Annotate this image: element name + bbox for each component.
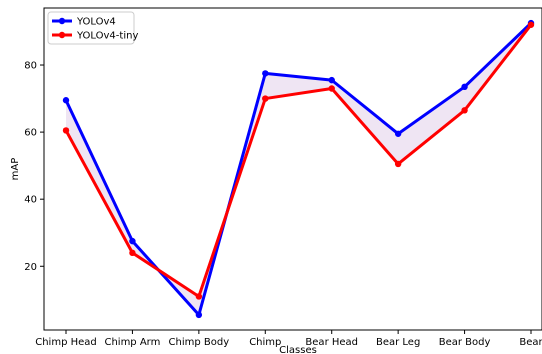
data-point [328,76,335,84]
data-point [328,85,335,92]
legend-swatch-marker [58,17,66,25]
x-tick-label: Bear [519,337,542,348]
series-1 [62,21,535,300]
fill-between-area [66,23,531,315]
y-axis-label: mAP [10,158,21,181]
fill-between-layer [66,23,531,315]
x-tick-label: Bear Leg [376,337,420,348]
x-axis: Chimp Head Chimp Arm Chimp Body Chimp Bear H… [35,330,542,348]
x-tick-label: Bear Body [439,337,491,348]
data-point [394,160,402,168]
y-tick-label: 40 [24,195,37,206]
data-point [62,97,70,104]
x-tick-label: Chimp Body [169,337,230,348]
data-point [195,293,203,300]
y-axis: 20 40 60 80 [24,61,44,273]
data-point [461,107,468,114]
data-point [461,83,468,91]
series-0 [62,19,535,319]
x-tick-label: Chimp Head [35,337,97,348]
y-tick-label: 60 [24,128,37,139]
legend-label: YOLOv4-tiny [76,31,138,42]
series-line [64,22,533,317]
y-tick-label: 80 [24,61,37,72]
x-tick-label: Chimp [249,337,281,348]
plot-frame [43,7,542,331]
y-tick-label: 20 [24,262,37,273]
plot-background [44,8,542,330]
legend-swatch-marker [58,31,66,39]
data-point [62,127,70,134]
data-point [195,311,203,319]
x-tick-label: Bear Head [305,337,358,348]
data-point [394,130,402,137]
series-layer [62,19,535,319]
legend: YOLOv4 YOLOv4-tiny [47,11,138,45]
legend-label: YOLOv4 [76,17,116,28]
x-axis-label: Classes [279,345,317,354]
data-point [129,249,136,257]
data-point [527,21,535,28]
data-point [262,70,269,77]
series-line [64,23,533,298]
data-point [262,95,269,102]
data-point [129,237,136,245]
x-tick-label: Chimp Arm [104,337,160,348]
